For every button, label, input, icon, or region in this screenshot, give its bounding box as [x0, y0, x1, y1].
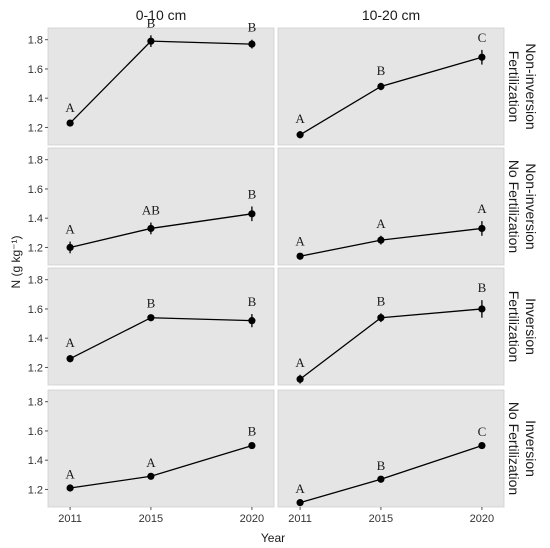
data-point	[296, 131, 304, 139]
significance-letter: B	[248, 187, 257, 202]
data-point	[478, 53, 486, 61]
significance-letter: A	[65, 335, 75, 350]
x-tick-label: 2015	[139, 513, 163, 525]
significance-letter: B	[377, 293, 386, 308]
data-point	[296, 375, 304, 383]
panel-background	[47, 389, 275, 508]
y-tick-label: 1.4	[28, 93, 43, 105]
significance-letter: B	[147, 15, 156, 30]
data-point	[377, 236, 385, 244]
data-point	[377, 314, 385, 322]
x-tick-label: 2011	[288, 513, 312, 525]
data-point	[478, 224, 486, 233]
y-tick-label: 1.4	[28, 455, 43, 467]
significance-letter: C	[478, 424, 487, 439]
data-point	[296, 252, 304, 260]
data-point	[147, 314, 155, 322]
row-title-line: No Fertilization	[506, 160, 522, 253]
y-tick-label: 1.2	[28, 242, 43, 254]
significance-letter: B	[377, 63, 386, 78]
significance-letter: B	[478, 280, 487, 295]
significance-letter: A	[65, 100, 75, 115]
x-axis-label: Year	[261, 531, 285, 545]
x-tick-label: 2020	[470, 513, 494, 525]
y-axis-label: N (g kg⁻¹)	[9, 235, 23, 288]
data-point	[66, 355, 74, 363]
row-title-line: Inversion	[523, 298, 539, 355]
column-title: 0-10 cm	[136, 7, 187, 23]
y-tick-label: 1.8	[28, 35, 43, 47]
panels: 0-10 cm 10-20 cmNon-inversionFertilizatio…	[28, 7, 539, 525]
data-point	[478, 305, 486, 313]
y-tick-label: 1.6	[28, 64, 43, 76]
data-point	[296, 499, 304, 507]
data-point	[66, 119, 74, 127]
y-tick-label: 1.8	[28, 155, 43, 167]
y-tick-label: 1.6	[28, 184, 43, 196]
significance-letter: B	[248, 20, 257, 35]
y-tick-label: 1.8	[28, 397, 43, 409]
significance-letter: A	[65, 467, 75, 482]
row-title-line: Fertilization	[506, 51, 522, 123]
significance-letter: A	[65, 222, 75, 237]
data-point	[66, 243, 74, 252]
significance-letter: C	[478, 30, 487, 45]
data-point	[147, 224, 155, 233]
column-title: 10-20 cm	[362, 7, 420, 23]
data-point	[377, 475, 385, 483]
x-tick-label: 2015	[369, 513, 393, 525]
panel-background	[47, 267, 275, 386]
row-title-line: Non-inversion	[523, 43, 539, 129]
data-point	[248, 441, 256, 450]
significance-letter: A	[146, 455, 156, 470]
significance-letter: B	[377, 458, 386, 473]
panel-background	[277, 267, 505, 386]
x-tick-label: 2020	[240, 513, 264, 525]
panel-background	[277, 389, 505, 508]
y-tick-label: 1.6	[28, 426, 43, 438]
x-tick-label: 2011	[58, 513, 82, 525]
significance-letter: A	[295, 233, 305, 248]
y-tick-label: 1.6	[28, 304, 43, 316]
row-title-line: Non-inversion	[523, 163, 539, 249]
significance-letter: A	[295, 355, 305, 370]
data-point	[147, 37, 155, 45]
panel-background	[277, 147, 505, 266]
y-tick-label: 1.2	[28, 362, 43, 374]
row-title-line: Inversion	[523, 420, 539, 477]
y-tick-label: 1.4	[28, 333, 43, 345]
significance-letter: B	[248, 423, 257, 438]
significance-letter: B	[248, 294, 257, 309]
significance-letter: A	[477, 201, 487, 216]
data-point	[248, 210, 256, 218]
data-point	[478, 441, 486, 450]
y-tick-label: 1.2	[28, 122, 43, 134]
significance-letter: A	[295, 111, 305, 126]
significance-letter: A	[376, 216, 386, 231]
data-point	[377, 82, 385, 91]
y-tick-label: 1.4	[28, 213, 43, 225]
significance-letter: B	[147, 296, 156, 311]
data-point	[147, 472, 155, 480]
significance-letter: A	[295, 481, 305, 496]
row-title-line: Fertilization	[506, 291, 522, 363]
data-point	[66, 484, 74, 492]
y-tick-label: 1.8	[28, 275, 43, 287]
panel-background	[47, 27, 275, 146]
panel-background	[47, 147, 275, 266]
data-point	[248, 317, 256, 325]
data-point	[248, 40, 256, 48]
row-title-line: No Fertilization	[506, 402, 522, 495]
significance-letter: AB	[142, 203, 160, 218]
y-tick-label: 1.2	[28, 484, 43, 496]
